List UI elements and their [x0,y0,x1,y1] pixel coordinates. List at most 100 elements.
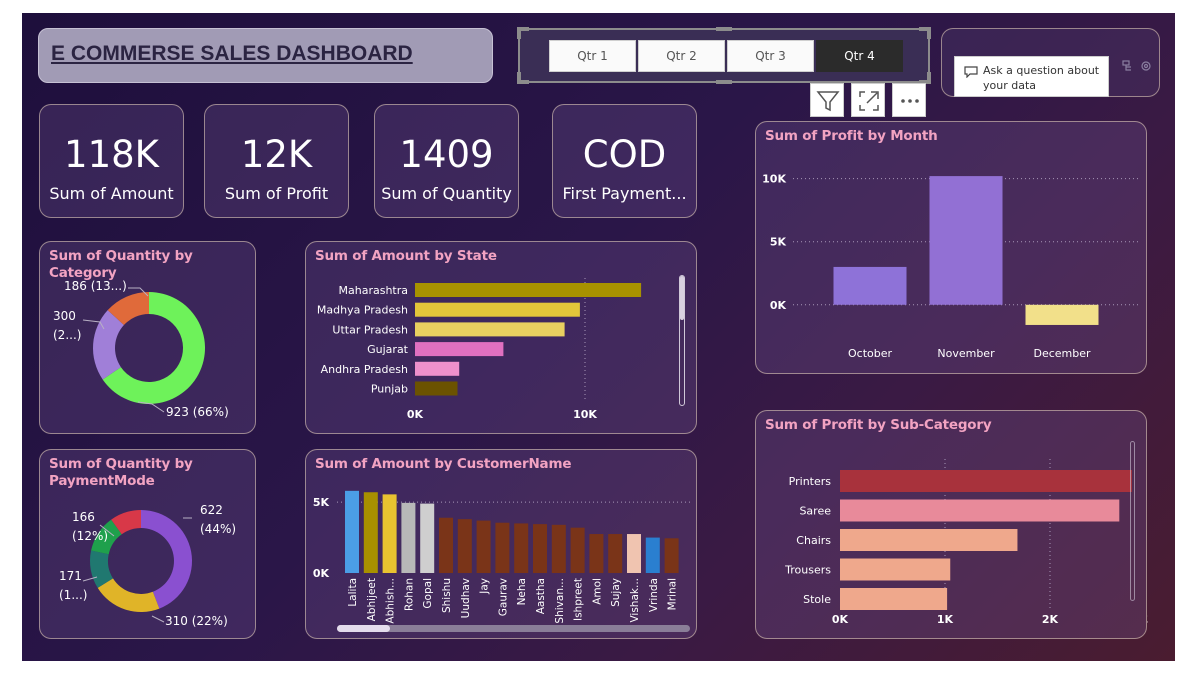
panel-title: Sum of Quantity by PaymentMode [49,456,193,489]
state-bar-panel[interactable]: Sum of Amount by State 0K 10K Maharashtra M… [305,241,697,434]
category-donut-panel[interactable]: Sum of Quantity by Category 923 (66%) 300… [39,241,256,434]
bar [439,517,453,573]
leader-line [151,615,165,623]
bar [345,490,359,573]
category-label: Printers [789,475,832,488]
slice-label: (12%) [72,529,108,543]
kpi-value: COD [582,133,667,176]
scrollbar-thumb[interactable] [680,276,684,320]
kpi-label: Sum of Quantity [381,184,512,203]
kpi-card-amount: 118K Sum of Amount [39,104,184,218]
bar [570,527,585,573]
bar [415,283,642,297]
bar [495,522,510,573]
x-tick-label: 3K [1147,613,1148,626]
y-tick-label: 5K [313,496,330,509]
bar [533,524,547,573]
resize-handle[interactable] [716,80,732,84]
slice-label: 310 (22%) [165,614,228,628]
x-tick-label: 0K [832,613,849,626]
focus-mode-button[interactable] [851,83,885,117]
category-label: Uudhav [460,578,472,618]
x-tick-label: 1K [937,613,954,626]
category-label: Saree [799,505,831,518]
resize-handle[interactable] [919,80,931,84]
slicer-qtr2-button[interactable]: Qtr 2 [638,40,725,72]
category-label: Gopal [422,578,434,609]
category-label: Lalita [347,578,359,607]
category-label: Stole [803,593,831,606]
filter-button[interactable] [810,83,844,117]
donut-slice [141,510,193,609]
category-label: October [848,347,892,360]
resize-handle[interactable] [517,27,529,31]
scrollbar-track[interactable] [679,275,685,406]
slice-label: (1...) [59,588,87,602]
slicer-qtr3-button[interactable]: Qtr 3 [727,40,814,72]
x-tick-label: 10K [573,408,597,421]
bar [840,529,1018,551]
donut-slice [90,550,113,588]
month-bar-panel[interactable]: Sum of Profit by Month 0K 5K 10K October Nov… [755,121,1147,374]
more-options-button[interactable] [892,83,926,117]
kpi-label: First Payment... [562,184,687,203]
y-tick-label: 5K [770,236,787,249]
qa-line2: your data [983,79,1037,92]
focus-mode-icon [859,91,879,111]
y-tick-label: 10K [762,173,786,186]
kpi-value: 1409 [399,133,494,176]
bar [1025,304,1099,325]
scrollbar-thumb[interactable] [337,625,390,632]
qa-input[interactable]: Ask a question about your data [954,56,1109,97]
kpi-label: Sum of Profit [224,184,329,203]
resize-handle[interactable] [517,72,521,84]
resize-handle[interactable] [919,27,931,31]
bar [840,558,951,581]
scrollbar-track[interactable] [337,625,690,632]
slicer-qtr1-button[interactable]: Qtr 1 [549,40,636,72]
bar [664,538,679,573]
leader-line [128,287,149,297]
quarter-slicer[interactable]: Qtr 1 Qtr 2 Qtr 3 Qtr 4 [517,27,931,84]
category-label: Jay [479,578,491,595]
dashboard-canvas: E COMMERSE SALES DASHBOARD Qtr 1 Qtr 2 Q… [22,13,1175,661]
title-box: E COMMERSE SALES DASHBOARD [38,28,493,83]
bar [608,534,623,573]
x-tick-label: 2K [1042,613,1059,626]
kpi-value: 118K [64,133,159,176]
category-label: Aastha [535,578,547,614]
kpi-card-payment: COD First Payment... [552,104,697,218]
donut-slice [107,292,149,326]
resize-handle[interactable] [716,27,732,31]
bar [840,470,1132,492]
resize-handle[interactable] [927,72,931,84]
scrollbar-track[interactable] [1130,441,1135,601]
category-label: Maharashtra [339,284,409,297]
bar [401,502,416,573]
category-label: Ishpreet [573,578,585,621]
bar [589,534,604,573]
leader-line [137,401,165,413]
bar [382,494,397,573]
resize-handle[interactable] [517,80,529,84]
customer-bar-panel[interactable]: Sum of Amount by CustomerName 0K 5K Lalita… [305,449,697,639]
bar [840,588,948,610]
category-label: Gaurav [497,578,509,616]
dashboard-title: E COMMERSE SALES DASHBOARD [51,42,413,65]
category-label: Abhijeet [366,578,378,621]
resize-handle[interactable] [517,27,521,39]
category-label: Rohan [403,578,415,611]
donut-slice [97,578,160,612]
bar [415,322,565,337]
resize-handle[interactable] [927,27,931,39]
kpi-card-quantity: 1409 Sum of Quantity [374,104,519,218]
bar [929,176,1003,305]
category-label: Vrinda [648,578,660,612]
category-label: Neha [516,578,528,605]
payment-donut-panel[interactable]: Sum of Quantity by PaymentMode 622 (44%) 3… [39,449,256,639]
bar [833,266,907,305]
slicer-qtr4-button[interactable]: Qtr 4 [816,40,903,72]
qa-settings-icon[interactable] [1122,59,1156,73]
y-tick-label: 0K [313,567,330,580]
subcategory-bar-panel[interactable]: Sum of Profit by Sub-Category 0K 1K 2K 3K Pr… [755,410,1148,639]
